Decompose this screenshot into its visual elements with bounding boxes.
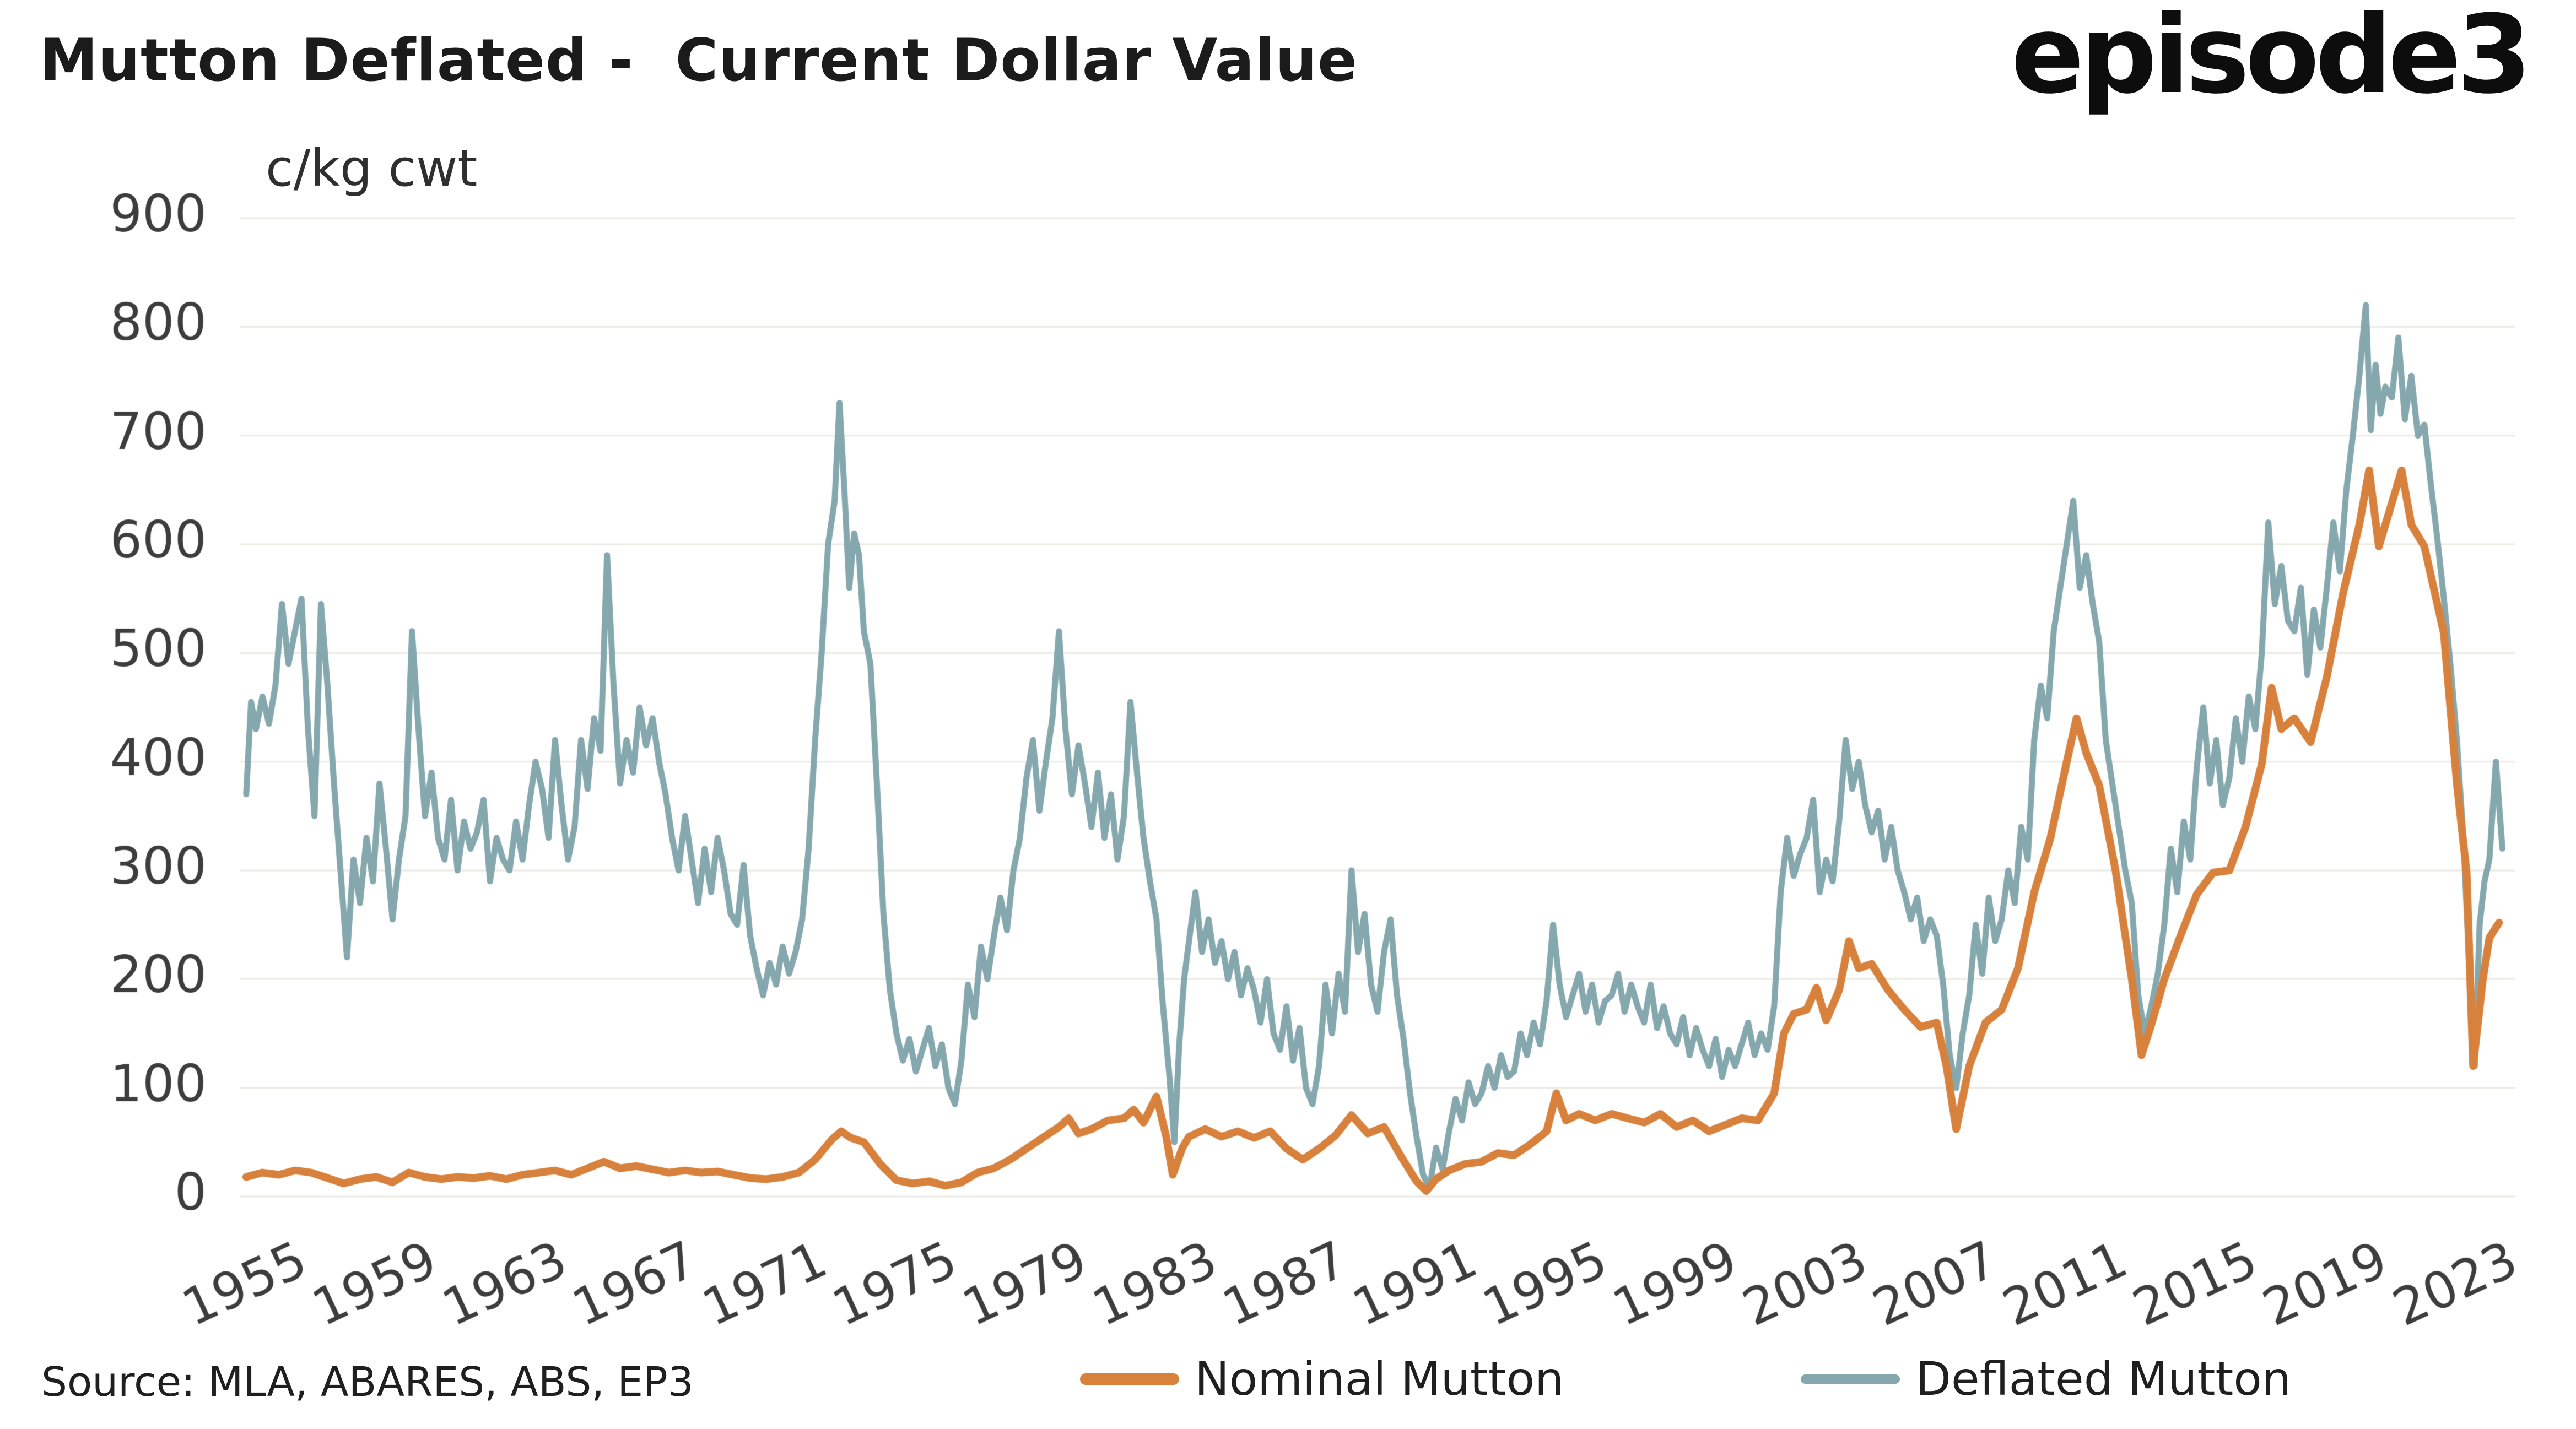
nominal-mutton-swatch — [1080, 1373, 1179, 1385]
deflated-mutton-swatch — [1801, 1374, 1900, 1384]
chart-legend: Nominal Mutton Deflated Mutton — [1080, 1352, 2291, 1406]
y-axis-unit-label: c/kg cwt — [266, 139, 478, 198]
legend-label: Nominal Mutton — [1195, 1352, 1564, 1406]
page-title: Mutton Deflated - Current Dollar Value — [40, 26, 1358, 94]
source-note: Source: MLA, ABARES, ABS, EP3 — [41, 1358, 694, 1406]
legend-label: Deflated Mutton — [1915, 1352, 2291, 1406]
legend-item-nominal-mutton: Nominal Mutton — [1080, 1352, 1564, 1406]
episode3-logo: episode3 — [2011, 0, 2532, 118]
legend-item-deflated-mutton: Deflated Mutton — [1801, 1352, 2291, 1406]
